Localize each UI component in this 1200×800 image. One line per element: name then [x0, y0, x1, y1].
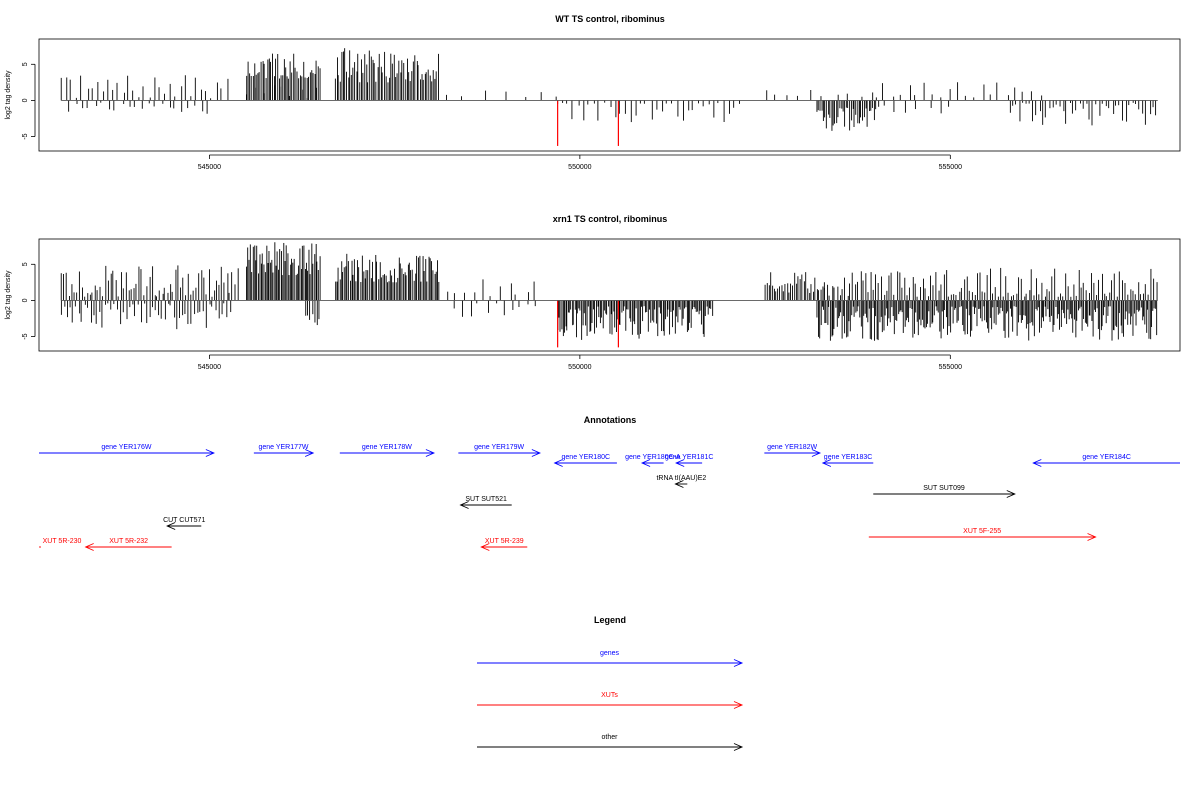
- legend-entry-label: other: [602, 734, 619, 741]
- xrn1-y-tick-label: 5: [22, 262, 29, 266]
- xrn1-bars-layer: [60, 242, 1158, 348]
- xrn1-panel-title: xrn1 TS control, ribominus: [553, 214, 668, 224]
- feature-gene-yer180c-a: gene YER180C-A: [625, 454, 681, 467]
- feature-label: tRNA tI(AAU)E2: [656, 475, 706, 482]
- feature-arrow-head: [459, 501, 469, 509]
- xrn1-plot-frame: [38, 238, 1181, 352]
- wt-x-tick-label: 545000: [198, 164, 221, 171]
- feature-label: SUT SUT521: [465, 496, 507, 503]
- feature-arrow-head: [821, 459, 832, 467]
- wt-y-tick-label: -5: [22, 133, 29, 139]
- feature-arrow-head: [84, 543, 94, 551]
- wt-ylabel: log2 tag density: [5, 70, 12, 120]
- xrn1-axes: -5 0 5 545000 550000 555000: [22, 262, 962, 371]
- feature-arrow-head: [640, 459, 651, 467]
- legend-entry-genes: genes: [477, 650, 744, 667]
- feature-arrow-head: [531, 449, 541, 457]
- feature-arrow-head: [1006, 490, 1016, 498]
- feature-gene-yer181c: gene YER181C: [665, 454, 714, 467]
- feature-xut-5r-239: XUT 5R-239: [480, 538, 528, 551]
- feature-label: XUT 5R-239: [485, 538, 524, 545]
- wt-coverage-panel: WT TS control, ribominus -5 0 5 545000 55000…: [5, 14, 1181, 171]
- feature-gene-yer176w: gene YER176W: [39, 444, 215, 457]
- feature-label: gene YER177W: [258, 444, 308, 451]
- feature-xut-5r-230: XUT 5R-230: [39, 538, 82, 548]
- feature-gene-yer180c: gene YER180C: [553, 454, 617, 467]
- wt-x-tick-label: 555000: [939, 164, 962, 171]
- feature-label: gene YER180C-A: [625, 454, 681, 461]
- feature-gene-yer179w: gene YER179W: [458, 444, 541, 457]
- feature-label: CUT CUT571: [163, 517, 205, 524]
- legend-entry-xuts: XUTs: [477, 692, 744, 709]
- wt-y-tick-label: 5: [22, 62, 29, 66]
- feature-arrow-head: [674, 480, 684, 488]
- legend-swatch-arrow-head: [733, 659, 744, 667]
- feature-sut-sut521: SUT SUT521: [459, 496, 512, 509]
- legend-swatch-arrow-head: [733, 701, 744, 709]
- feature-label: SUT SUT099: [923, 485, 965, 492]
- xrn1-x-tick-label: 555000: [939, 364, 962, 371]
- feature-arrow-head: [304, 449, 315, 457]
- feature-gene-yer178w: gene YER178W: [339, 444, 436, 457]
- feature-label: XUT 5R-232: [109, 538, 148, 545]
- feature-label: gene YER179W: [474, 444, 524, 451]
- feature-arrow-head: [425, 449, 436, 457]
- wt-plot-frame: [38, 38, 1181, 152]
- feature-xut-5f-255: XUT 5F-255: [868, 528, 1097, 541]
- feature-label: gene YER182W: [767, 444, 817, 451]
- legend-swatch-arrow-head: [733, 743, 744, 751]
- feature-gene-yer184c: gene YER184C: [1032, 454, 1180, 467]
- feature-arrow-head: [675, 459, 685, 467]
- feature-gene-yer183c: gene YER183C: [821, 454, 874, 467]
- feature-arrow-head: [166, 522, 176, 530]
- feature-label: gene YER183C: [824, 454, 873, 461]
- xrn1-y-tick-label: 0: [22, 298, 29, 302]
- annotations-title: Annotations: [584, 415, 637, 425]
- feature-xut-5r-232: XUT 5R-232: [84, 538, 172, 551]
- feature-gene-yer182w: gene YER182W: [764, 444, 822, 457]
- wt-x-tick-label: 550000: [568, 164, 591, 171]
- legend-title: Legend: [594, 615, 626, 625]
- wt-panel-title: WT TS control, ribominus: [555, 14, 665, 24]
- xrn1-x-tick-label: 550000: [568, 364, 591, 371]
- xrn1-y-tick-label: -5: [22, 333, 29, 339]
- xrn1-x-tick-label: 545000: [198, 364, 221, 371]
- feature-arrow-head: [205, 449, 215, 457]
- legend-entry-label: XUTs: [601, 692, 618, 699]
- feature-arrow-head: [1087, 533, 1097, 541]
- wt-axes: -5 0 5 545000 550000 555000: [22, 62, 962, 171]
- feature-label: XUT 5R-230: [43, 538, 82, 545]
- wt-y-tick-label: 0: [22, 98, 29, 102]
- legend-entry-label: genes: [600, 650, 620, 657]
- feature-trna-ti-aau-e2: tRNA tI(AAU)E2: [656, 475, 706, 488]
- feature-arrow-head: [480, 543, 490, 551]
- legend-entry-other: other: [477, 734, 744, 751]
- wt-bars-layer: [60, 48, 1157, 146]
- legend: Legend genes XUTs other: [477, 615, 744, 751]
- feature-label: XUT 5F-255: [963, 528, 1001, 535]
- feature-label: gene YER184C: [1082, 454, 1131, 461]
- feature-arrow-head: [553, 459, 563, 467]
- feature-label: gene YER180C: [562, 454, 611, 461]
- legend-entries: genes XUTs other: [477, 650, 744, 751]
- xrn1-ylabel: log2 tag density: [5, 270, 12, 320]
- feature-cut-cut571: CUT CUT571: [163, 517, 205, 530]
- xrn1-coverage-panel: xrn1 TS control, ribominus -5 0 5 545000 550…: [5, 214, 1181, 371]
- feature-label: gene YER176W: [101, 444, 151, 451]
- feature-arrow-head: [811, 449, 822, 457]
- feature-label: gene YER181C: [665, 454, 714, 461]
- feature-label: gene YER178W: [362, 444, 412, 451]
- annotation-track: Annotations gene YER176W gene YER177W gene…: [39, 415, 1180, 551]
- feature-gene-yer177w: gene YER177W: [253, 444, 315, 457]
- feature-sut-sut099: SUT SUT099: [873, 485, 1016, 498]
- feature-arrow-head: [1032, 459, 1042, 467]
- annotation-features: gene YER176W gene YER177W gene YER178W gene…: [39, 444, 1180, 551]
